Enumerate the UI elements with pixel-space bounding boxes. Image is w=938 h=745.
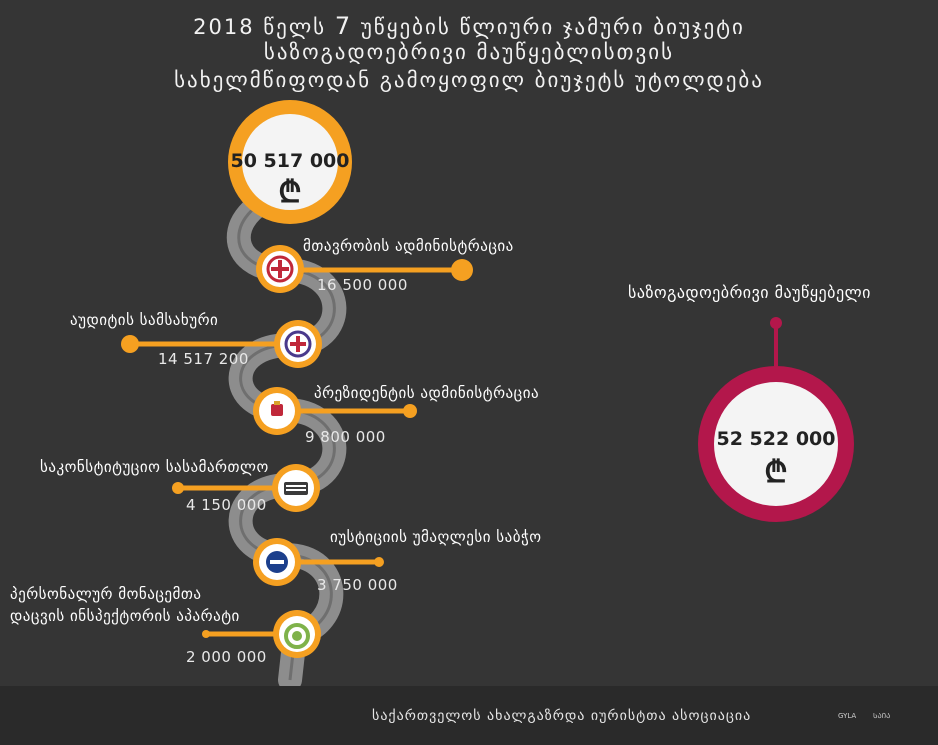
footer-organization: საქართველოს ახალგაზრდა იურისტთა ასოციაცი…	[372, 708, 752, 724]
footer-logo-text-right: ᲡᲐᲘᲐ	[873, 712, 891, 720]
page-title-line-3: სახელმწიფოდან გამოყოფილ ბიუჯეტს უტოლდება	[174, 68, 764, 92]
agency-connector-3	[290, 404, 417, 418]
title-year: 2018 წელს	[193, 15, 327, 39]
broadcaster-label: საზოგადოებრივი მაუწყებელი	[628, 283, 871, 302]
agency-connector-1	[300, 259, 473, 281]
constitutional-court-icon	[272, 464, 320, 512]
broadcaster-dot	[770, 317, 782, 329]
agency-label-1: მთავრობის ადმინისტრაცია	[303, 237, 514, 255]
agency-amount-4: 4 150 000	[186, 496, 267, 514]
title-agency-count: 7	[334, 12, 353, 40]
agency-label-2: აუდიტის სამსახური	[70, 311, 219, 329]
agency-label-6-line-2: დაცვის ინსპექტორის აპარატი	[10, 607, 240, 625]
page-title-line-1: 2018 წელს 7 უწყების წლიური ჯამური ბიუჯეტ…	[0, 12, 938, 40]
agency-amount-6: 2 000 000	[186, 648, 267, 666]
agency-amount-5: 3 750 000	[317, 576, 398, 594]
data-protection-icon	[273, 610, 321, 658]
audit-emblem-icon	[274, 320, 322, 368]
agency-label-4: საკონსტიტუციო სასამართლო	[40, 458, 269, 476]
agency-label-6-line-1: პერსონალურ მონაცემთა	[10, 585, 202, 603]
agency-label-3: პრეზიდენტის ადმინისტრაცია	[314, 384, 540, 402]
broadcaster-value: 52 522 000	[716, 428, 836, 450]
agency-label-5: იუსტიციის უმაღლესი საბჭო	[330, 528, 542, 546]
broadcaster-circle-inner	[714, 382, 838, 506]
agency-connector-2	[121, 335, 285, 353]
total-value: 50 517 000	[230, 150, 350, 172]
footer-bar	[0, 686, 938, 745]
agency-amount-3: 9 800 000	[305, 428, 386, 446]
total-circle-inner	[242, 114, 338, 210]
president-emblem-icon	[253, 387, 301, 435]
agency-connector-4	[172, 482, 290, 494]
page-title-line-2: საზოგადოებრივი მაუწყებლისთვის	[263, 40, 675, 64]
justice-council-icon	[253, 538, 301, 586]
broadcaster-currency-icon: ₾	[764, 455, 788, 490]
agency-amount-2: 14 517 200	[158, 350, 249, 368]
footer-logo-text-left: GYLA	[838, 712, 857, 720]
agency-amount-1: 16 500 000	[317, 276, 408, 294]
government-emblem-icon	[256, 245, 304, 293]
agency-connector-5	[290, 557, 384, 567]
total-currency-icon: ₾	[278, 175, 302, 210]
title-line-1-rest: უწყების წლიური ჯამური ბიუჯეტი	[360, 15, 745, 39]
